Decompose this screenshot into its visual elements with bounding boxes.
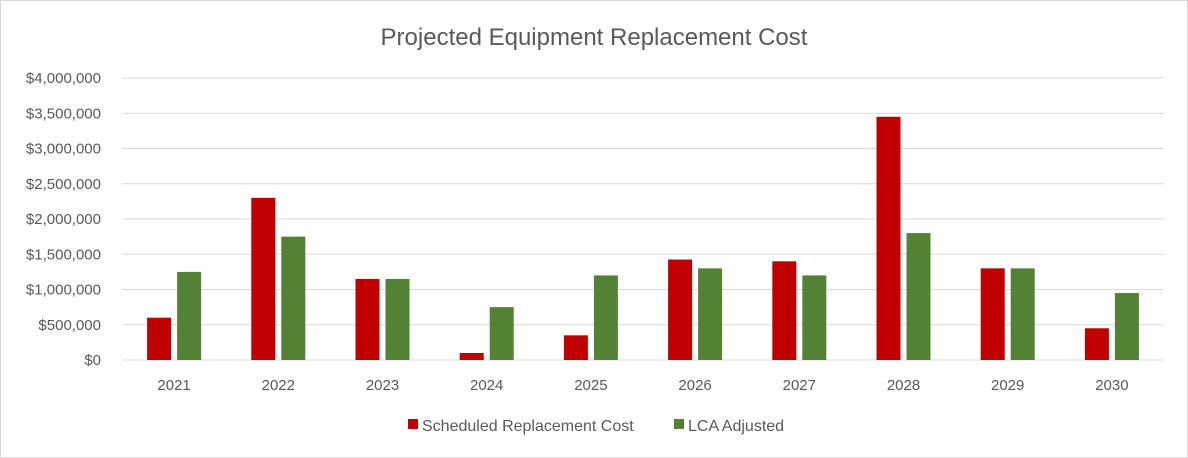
bar-lca-2028 [906, 233, 931, 360]
y-tick-label: $3,000,000 [26, 141, 101, 158]
legend-label-scheduled: Scheduled Replacement Cost [422, 418, 634, 435]
y-tick-label: $2,000,000 [26, 211, 101, 228]
chart-title: Projected Equipment Replacement Cost [381, 24, 808, 51]
y-tick-label: $500,000 [38, 317, 101, 334]
bar-lca-2021 [177, 271, 202, 360]
bar-lca-2024 [489, 307, 514, 360]
bar-scheduled-2025 [563, 335, 588, 360]
bar-scheduled-2030 [1084, 328, 1109, 360]
y-tick-label: $4,000,000 [26, 70, 101, 87]
x-tick-label: 2023 [366, 377, 399, 394]
y-tick-label: $1,000,000 [26, 282, 101, 299]
bar-scheduled-2027 [772, 261, 797, 360]
y-tick-label: $3,500,000 [26, 105, 101, 122]
x-axis-tick-labels: 2021 2022 2023 2024 2025 2026 2027 2028 2029 2030 [157, 377, 1128, 394]
bar-scheduled-2024 [459, 352, 484, 360]
bar-scheduled-2022 [251, 197, 276, 360]
y-tick-label: $2,500,000 [26, 176, 101, 193]
bar-scheduled-2023 [355, 278, 380, 360]
x-tick-label: 2025 [574, 377, 607, 394]
bar-lca-2022 [281, 236, 306, 360]
bar-scheduled-2028 [876, 116, 901, 361]
bar-lca-2027 [802, 275, 827, 360]
gridlines [122, 77, 1164, 361]
legend: Scheduled Replacement Cost LCA Adjusted [408, 418, 784, 435]
x-tick-label: 2021 [157, 377, 190, 394]
bar-lca-2030 [1114, 293, 1139, 360]
bar-lca-2026 [698, 268, 723, 360]
x-tick-label: 2026 [678, 377, 711, 394]
y-tick-label: $0 [84, 352, 101, 369]
x-tick-label: 2030 [1095, 377, 1128, 394]
x-tick-label: 2027 [783, 377, 816, 394]
bar-lca-2023 [385, 278, 410, 360]
bar-lca-2029 [1010, 268, 1035, 360]
x-tick-label: 2022 [262, 377, 295, 394]
bar-lca-2025 [593, 275, 618, 360]
y-tick-label: $1,500,000 [26, 246, 101, 263]
y-axis-tick-labels: $0 $500,000 $1,000,000 $1,500,000 $2,000,000… [26, 70, 101, 369]
legend-swatch-scheduled [408, 419, 418, 429]
legend-swatch-lca [674, 419, 684, 429]
bar-scheduled-2026 [668, 259, 693, 360]
legend-label-lca: LCA Adjusted [688, 418, 784, 435]
bar-scheduled-2029 [980, 268, 1005, 360]
x-tick-label: 2029 [991, 377, 1024, 394]
x-tick-label: 2024 [470, 377, 503, 394]
bar-scheduled-2021 [147, 317, 172, 360]
bars [147, 116, 1139, 361]
x-tick-label: 2028 [887, 377, 920, 394]
